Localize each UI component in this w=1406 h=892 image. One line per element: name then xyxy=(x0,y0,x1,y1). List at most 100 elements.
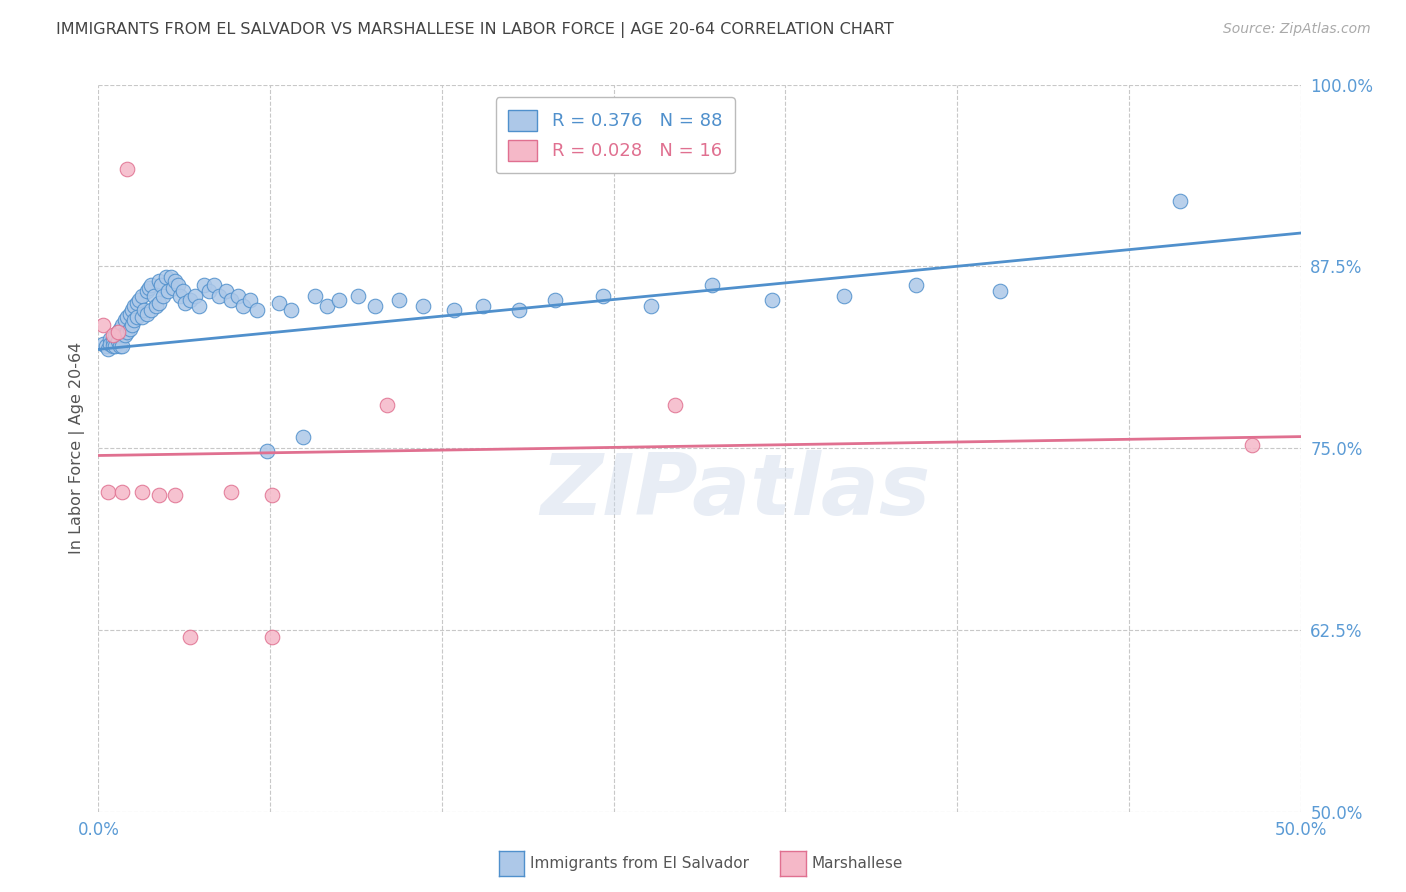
Point xyxy=(121,303,143,318)
Point xyxy=(135,284,157,298)
Point xyxy=(280,303,302,318)
Point xyxy=(239,293,262,307)
Point xyxy=(304,288,326,302)
Point xyxy=(179,630,201,644)
Point xyxy=(157,284,180,298)
Point xyxy=(121,318,143,332)
Point xyxy=(412,299,434,313)
Point xyxy=(118,322,141,336)
Point xyxy=(1241,438,1264,452)
Point xyxy=(124,313,146,327)
Point xyxy=(132,303,155,318)
Point xyxy=(188,299,211,313)
Point xyxy=(131,288,153,302)
Point xyxy=(111,327,134,342)
Point xyxy=(165,488,187,502)
Point xyxy=(131,310,153,325)
Point xyxy=(375,398,398,412)
Point xyxy=(544,293,567,307)
Point xyxy=(700,278,723,293)
Point xyxy=(904,278,927,293)
Point xyxy=(162,281,184,295)
Point xyxy=(148,274,170,288)
Point xyxy=(117,325,139,339)
Point xyxy=(138,281,160,295)
Point xyxy=(256,444,278,458)
Point xyxy=(131,484,153,499)
Point xyxy=(172,284,194,298)
Point xyxy=(155,269,177,284)
Point xyxy=(101,339,124,353)
Point xyxy=(267,296,290,310)
Text: Marshallese: Marshallese xyxy=(811,856,903,871)
Point xyxy=(640,299,662,313)
Point xyxy=(107,325,129,339)
Text: Source: ZipAtlas.com: Source: ZipAtlas.com xyxy=(1223,22,1371,37)
Point xyxy=(179,293,201,307)
Legend: R = 0.376   N = 88, R = 0.028   N = 16: R = 0.376 N = 88, R = 0.028 N = 16 xyxy=(496,97,735,173)
Point xyxy=(117,310,139,325)
Point xyxy=(226,288,249,302)
Point xyxy=(664,398,686,412)
Point xyxy=(142,288,165,302)
Point xyxy=(145,299,167,313)
Point xyxy=(124,299,146,313)
Point xyxy=(219,293,242,307)
Point xyxy=(388,293,411,307)
Point xyxy=(107,325,129,339)
Point xyxy=(988,284,1011,298)
Point xyxy=(141,303,163,318)
Point xyxy=(94,339,117,353)
Point xyxy=(232,299,254,313)
Point xyxy=(91,336,114,351)
Point xyxy=(198,284,221,298)
Point xyxy=(117,162,139,177)
Text: ZIPatlas: ZIPatlas xyxy=(540,450,931,533)
Text: Immigrants from El Salvador: Immigrants from El Salvador xyxy=(530,856,749,871)
Point xyxy=(1170,194,1192,208)
Point xyxy=(107,334,129,348)
Point xyxy=(761,293,783,307)
Point xyxy=(108,322,131,336)
Point xyxy=(111,484,134,499)
Point xyxy=(443,303,465,318)
Point xyxy=(148,488,170,502)
Point xyxy=(315,299,337,313)
Point xyxy=(111,339,134,353)
Point xyxy=(111,318,134,332)
Point xyxy=(472,299,495,313)
Point xyxy=(347,288,370,302)
Point xyxy=(260,630,283,644)
Point xyxy=(91,318,114,332)
Point xyxy=(114,313,136,327)
Point xyxy=(364,299,387,313)
Point xyxy=(219,484,242,499)
Point xyxy=(169,288,191,302)
Point xyxy=(592,288,614,302)
Point xyxy=(215,284,238,298)
Point xyxy=(125,296,148,310)
Point xyxy=(97,484,120,499)
Point xyxy=(135,308,157,322)
Point xyxy=(118,308,141,322)
Point xyxy=(174,296,197,310)
Point xyxy=(193,278,215,293)
Point xyxy=(141,278,163,293)
Point xyxy=(165,274,187,288)
Point xyxy=(832,288,855,302)
Text: IMMIGRANTS FROM EL SALVADOR VS MARSHALLESE IN LABOR FORCE | AGE 20-64 CORRELATIO: IMMIGRANTS FROM EL SALVADOR VS MARSHALLE… xyxy=(56,22,894,38)
Point xyxy=(246,303,269,318)
Point xyxy=(114,327,136,342)
Point xyxy=(101,327,124,342)
Point xyxy=(328,293,350,307)
Point xyxy=(149,278,172,293)
Point xyxy=(104,339,127,353)
Point xyxy=(108,339,131,353)
Point xyxy=(166,278,188,293)
Point xyxy=(148,296,170,310)
Point xyxy=(208,288,231,302)
Point xyxy=(128,293,150,307)
Point xyxy=(125,310,148,325)
Point xyxy=(101,334,124,348)
Point xyxy=(508,303,530,318)
